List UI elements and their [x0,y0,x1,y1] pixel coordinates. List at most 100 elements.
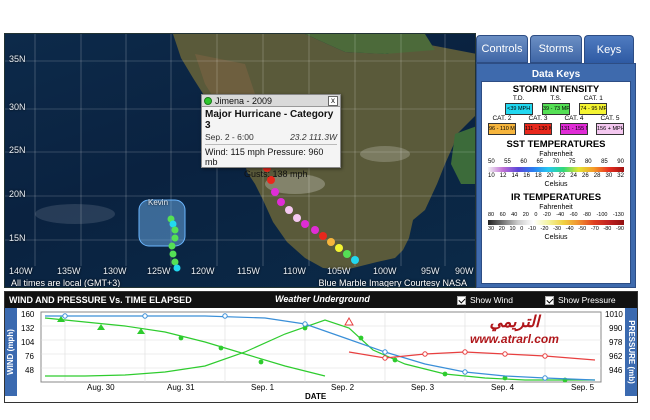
wind-tick-48: 48 [25,366,34,375]
graph-plot[interactable]: 160 132 104 76 48 1010 990 978 962 946 A… [5,292,639,404]
wind-tick-132: 132 [21,324,35,333]
check-icon [545,295,554,305]
date-tick-sep4: Sep. 4 [491,383,515,392]
intensity-td-value: <39 MPH [504,103,533,115]
check-icon [457,295,466,305]
keys-content: STORM INTENSITY T.D. <39 MPH T.S. 39 - 7… [481,81,631,284]
watermark-url: www.atrarl.com [470,332,559,346]
intensity-td-label: T.D. [512,95,525,102]
kevin-track[interactable] [167,215,181,272]
intensity-cat5: CAT. 5 156 + MPH [596,115,624,135]
wind-axis-bar: WIND (mph) [5,308,17,396]
pressure-series-points [62,313,548,381]
lat-label-15n: 15N [9,233,26,243]
pressure-tick-962: 962 [609,352,623,361]
map-grid [5,34,475,266]
sst-title: SST TEMPERATURES [506,139,606,150]
popup-wind: Wind: 115 mph [205,147,265,157]
lon-label-115w: 115W [237,266,260,276]
intensity-cat1-value: 74 - 95 MPH [579,103,608,115]
wind-tick-160: 160 [21,310,35,319]
pressure-tick-990: 990 [609,324,623,333]
pressure-tick-946: 946 [609,366,623,375]
popup-gusts: Gusts: 138 mph [244,169,308,179]
show-wind-label: Show Wind [470,295,513,305]
wind-series-line-2 [44,317,326,377]
tab-storms[interactable]: Storms [530,35,582,63]
intensity-cat1-label: CAT. 1 [583,95,603,102]
lon-label-135w: 135W [57,266,81,276]
wind-series-points [57,316,568,383]
intensity-cat2-value: 96 - 110 MPH [488,123,516,135]
popup-pressure: Pressure: 960 mb [205,147,324,167]
us-landmass [305,34,435,54]
date-tick-aug31: Aug. 31 [167,383,195,392]
date-tick-sep3: Sep. 3 [411,383,435,392]
storm-map[interactable]: 35N 30N 25N 20N 15N 140W 135W 130W 125W … [4,33,476,288]
popup-close-button[interactable]: x [328,96,338,106]
lon-label-110w: 110W [283,266,306,276]
popup-storm-name: Jimena - 2009 [215,95,273,106]
lat-label-20n: 20N [9,189,26,199]
pressure-series-red-points [344,316,548,361]
panel-tabs: Controls Storms Keys [476,35,636,63]
show-pressure-checkbox[interactable]: Show Pressure [545,295,616,305]
intensity-cat4-label: CAT. 4 [564,115,584,122]
date-axis-label: DATE [305,392,327,401]
watermark-arabic: التريمي [489,314,540,331]
date-tick-sep5: Sep. 5 [571,383,595,392]
storm-intensity-title: STORM INTENSITY [512,84,600,95]
pressure-axis-bar: PRESSURE (mb) [625,308,637,396]
wind-tick-76: 76 [25,352,34,361]
panel-title: Data Keys [531,69,581,80]
date-tick-aug30: Aug. 30 [87,383,115,392]
ir-unit-fahrenheit: Fahrenheit [539,204,573,211]
intensity-cat3-label: CAT. 3 [528,115,548,122]
storm-status-dot-icon [204,96,212,105]
intensity-cat2: CAT. 2 96 - 110 MPH [488,115,516,135]
lat-label-25n: 25N [9,145,26,155]
wind-tick-104: 104 [21,338,35,347]
intensity-ts-label: T.S. [550,95,562,102]
ir-fahrenheit-values: 80 60 40 20 0 -20 -40 -60 -80 -100 -130 [488,212,624,218]
storm-label-kevin[interactable]: Kevin [148,198,169,207]
show-pressure-label: Show Pressure [558,295,616,305]
lon-label-105w: 105W [327,266,351,276]
lon-label-130w: 130W [103,266,127,276]
sst-color-scale [488,167,624,172]
local-time-note: All times are local (GMT+3) [11,278,121,288]
intensity-cat2-label: CAT. 2 [492,115,512,122]
intensity-ts-value: 39 - 73 MPH [541,103,570,115]
lat-label-35n: 35N [9,54,26,64]
graph-title: WIND AND PRESSURE Vs. TIME ELAPSED [9,295,192,305]
lon-label-140w: 140W [9,266,33,276]
pressure-tick-1010: 1010 [605,310,623,319]
wind-pressure-graph: WIND AND PRESSURE Vs. TIME ELAPSED Weath… [4,291,638,403]
site-watermark: التريمي www.atrarl.com [470,312,559,346]
popup-position: 23.2 111.3W [290,132,337,142]
popup-wind-pressure: Wind: 115 mph Pressure: 960 mb [202,147,340,167]
tab-keys[interactable]: Keys [584,35,634,63]
ir-title: IR TEMPERATURES [510,192,602,203]
intensity-cat5-value: 156 + MPH [596,123,624,135]
date-tick-sep2: Sep. 2 [331,383,355,392]
weather-underground-logo: Weather Underground [275,294,370,304]
intensity-row-1: T.D. <39 MPH T.S. 39 - 73 MPH CAT. 1 74 … [482,95,630,115]
ir-celsius-values: 30 20 10 0 -10 -20 -30 -40 -50 -70 -80 -90 [488,226,624,232]
intensity-cat3: CAT. 3 111 - 130 MPH [524,115,552,135]
pressure-tick-978: 978 [609,338,623,347]
tab-controls[interactable]: Controls [476,35,528,63]
storm-info-popup: Jimena - 2009 x Major Hurricane - Catego… [201,94,341,179]
date-tick-sep1: Sep. 1 [251,383,275,392]
intensity-cat4-value: 131 - 155 MPH [560,123,588,135]
ir-unit-celsius: Celsius [544,234,568,241]
show-wind-checkbox[interactable]: Show Wind [457,295,513,305]
pressure-series-line [45,315,596,381]
sst-unit-celsius: Celsius [544,181,568,188]
intensity-td: T.D. <39 MPH [504,95,533,115]
sst-fahrenheit-values: 50 55 60 65 70 75 80 85 90 [488,159,624,165]
kevin-storm-area[interactable] [138,199,186,247]
data-keys-panel: Data Keys STORM INTENSITY T.D. <39 MPH T… [476,63,636,288]
sst-celsius-values: 10 12 14 16 18 20 22 24 26 28 30 32 [488,173,624,179]
